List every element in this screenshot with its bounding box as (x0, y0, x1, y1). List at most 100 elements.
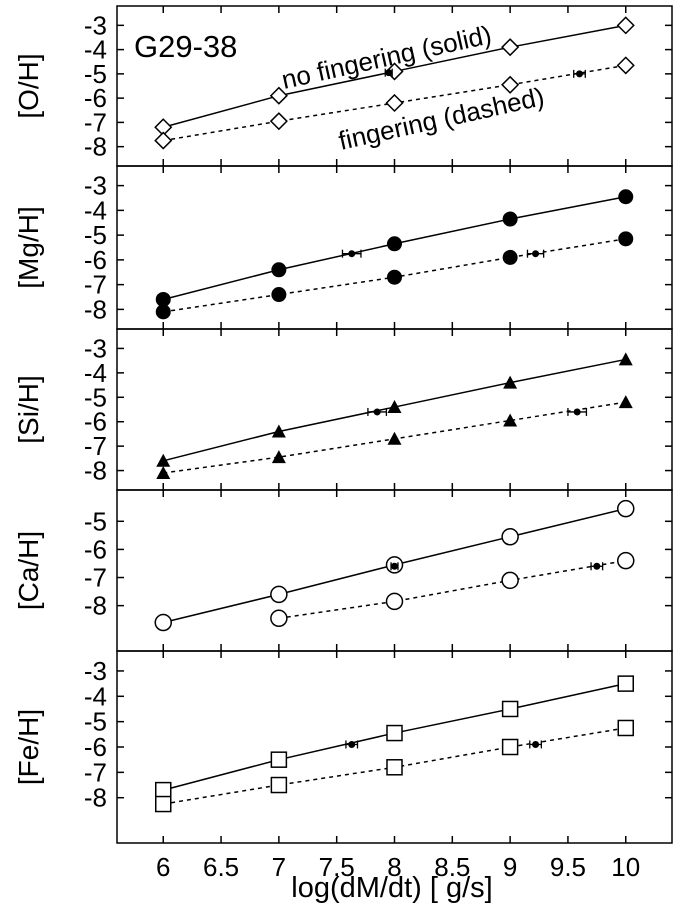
y-tick-label: -6 (84, 83, 107, 113)
data-point-dashed (269, 112, 288, 131)
data-point-dashed (385, 93, 404, 113)
y-tick-label: -4 (84, 358, 107, 388)
data-point-solid (271, 262, 287, 278)
y-axis-label: [O/H] (13, 53, 44, 118)
data-point-solid (617, 675, 634, 692)
data-point-dashed (271, 287, 287, 303)
annotation-fingering: fingering (dashed) (336, 81, 547, 156)
y-axis-label: [Ca/H] (13, 531, 44, 610)
data-point-solid (270, 585, 288, 604)
observed-point (593, 562, 601, 570)
y-axis-label: [Si/H] (13, 375, 44, 443)
data-point-dashed (616, 56, 635, 75)
data-point-dashed (501, 571, 519, 590)
y-tick-label: -3 (84, 656, 107, 686)
panel-oh: -3-4-5-6-7-8 [O/H] (13, 5, 673, 167)
chart-panels: -3-4-5-6-7-8[O/H]-3-4-5-6-7-8[Mg/H]-3-4-… (13, 5, 673, 844)
data-point-solid (502, 211, 518, 227)
panel-frame (116, 650, 673, 844)
data-point-solid (616, 16, 635, 35)
y-tick-label: -4 (84, 681, 107, 711)
data-point-solid (387, 400, 402, 414)
observed-point (532, 740, 540, 748)
data-point-solid (269, 86, 288, 105)
y-tick-label: -5 (84, 382, 107, 412)
data-point-dashed (617, 551, 635, 570)
data-point-dashed (503, 413, 518, 427)
y-axis-label: [Fe/H] (13, 709, 44, 785)
y-tick-label: -6 (84, 732, 107, 762)
y-tick-label: -7 (84, 270, 107, 300)
x-tick-label: 7 (272, 852, 286, 882)
x-tick-label: 6.5 (203, 852, 239, 882)
x-tick-label: 8 (387, 852, 401, 882)
y-tick-label: -7 (84, 107, 107, 137)
series-line-dashed (278, 559, 626, 620)
observed-point (576, 70, 583, 78)
y-tick-label: -6 (84, 534, 107, 564)
observed-point (573, 408, 581, 416)
y-tick-label: -7 (84, 431, 107, 461)
data-point-dashed (270, 609, 288, 628)
data-point-dashed (387, 269, 402, 285)
data-point-dashed (155, 304, 171, 320)
y-tick-label: -4 (84, 35, 107, 65)
y-tick-label: -8 (84, 456, 107, 486)
y-tick-label: -6 (84, 245, 107, 275)
data-point-dashed (618, 231, 634, 247)
data-point-solid (154, 613, 172, 632)
data-point-solid (386, 724, 403, 742)
x-tick-label: 8.5 (434, 852, 470, 882)
y-tick-label: -8 (84, 783, 107, 813)
y-axis-label: [Mg/H] (13, 206, 44, 288)
y-tick-label: -7 (84, 757, 107, 787)
data-point-dashed (154, 131, 173, 150)
y-tick-label: -8 (84, 132, 107, 162)
data-point-dashed (271, 450, 286, 464)
x-tick-label: 7.5 (319, 852, 355, 882)
data-point-dashed (617, 719, 634, 737)
data-point-solid (387, 236, 402, 252)
y-tick-label: -5 (84, 506, 107, 536)
y-tick-label: -5 (84, 707, 107, 737)
data-point-solid (155, 291, 171, 307)
data-point-dashed (155, 795, 172, 813)
y-tick-label: -4 (84, 195, 107, 225)
data-point-solid (155, 781, 172, 799)
x-axis-label: log(dM/dt) [ g/s] (291, 872, 492, 904)
data-point-solid (618, 189, 634, 205)
data-point-dashed (501, 75, 520, 94)
x-axis: 6 6.5 7 7.5 8 8.5 9 9.5 10 (156, 852, 640, 882)
x-tick-label: 9.5 (550, 852, 586, 882)
observed-point (373, 408, 381, 416)
panel-cah: -5-6-7-8 [Ca/H] (13, 489, 673, 652)
observed-point (348, 740, 356, 748)
panel-sih: -3-4-5-6-7-8 [Si/H] (13, 328, 673, 491)
data-point-solid (156, 453, 171, 467)
data-point-dashed (385, 592, 404, 611)
data-point-dashed (386, 759, 403, 776)
panel-feh: -3-4-5-6-7-8 [Fe/H] (13, 650, 673, 844)
data-point-dashed (270, 776, 288, 794)
observed-point (385, 69, 393, 77)
y-tick-label: -3 (84, 171, 107, 201)
y-tick-label: -6 (84, 407, 107, 437)
data-point-dashed (502, 249, 518, 265)
data-point-solid (270, 751, 288, 768)
x-tick-label: 10 (611, 852, 640, 882)
x-tick-label: 9 (503, 852, 517, 882)
data-point-dashed (501, 738, 519, 756)
data-point-dashed (618, 395, 633, 409)
y-tick-label: -5 (84, 220, 107, 250)
observed-point (532, 250, 540, 258)
data-point-solid (617, 499, 635, 518)
data-point-solid (501, 700, 519, 718)
x-tick-label: 6 (156, 852, 170, 882)
chart-title: G29-38 (134, 29, 237, 64)
y-tick-label: -8 (84, 591, 107, 621)
data-point-dashed (387, 431, 402, 445)
y-tick-label: -3 (84, 10, 107, 40)
panel-mgh: -3-4-5-6-7-8 [Mg/H] (13, 165, 673, 330)
y-tick-label: -8 (84, 294, 107, 324)
